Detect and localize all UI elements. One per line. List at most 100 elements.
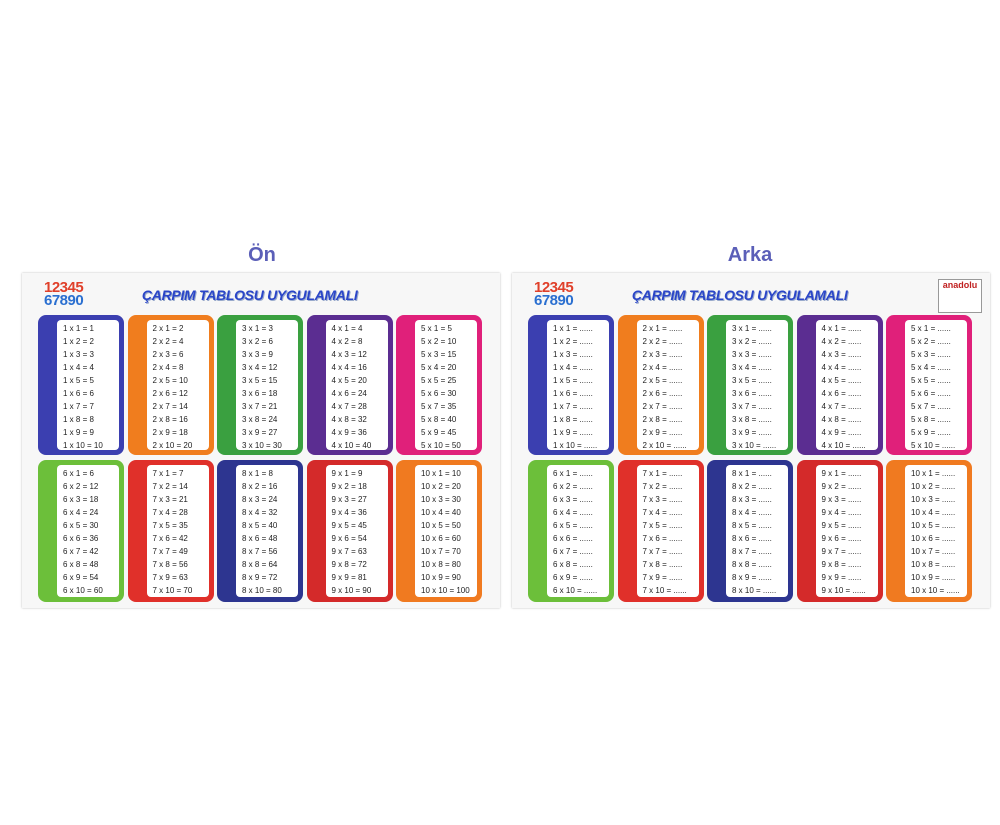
- table-row: 2 x 9 = ......: [642, 428, 683, 437]
- front-label: Ön: [248, 244, 276, 266]
- table-row: 6 x 5 = 30: [63, 521, 99, 530]
- table-row: 9 x 5 = 45: [331, 521, 367, 530]
- table-row: 8 x 7 = 56: [242, 547, 278, 556]
- table-row: 5 x 7 = 35: [421, 402, 457, 411]
- table-row: 10 x 1 = ......: [911, 469, 956, 478]
- table-row: 3 x 8 = 24: [242, 415, 278, 424]
- table-row: 9 x 7 = 63: [331, 547, 367, 556]
- table-panel: 9 x 1 = ...... 9 x 2 = ...... 9 x 3 = ....…: [796, 460, 883, 602]
- table-body: 9 x 1 = ...... 9 x 2 = ...... 9 x 3 = ....…: [815, 465, 878, 597]
- table-row: 3 x 1 = 3: [242, 324, 273, 333]
- table-row: 9 x 1 = ......: [821, 469, 862, 478]
- table-row: 7 x 2 = 14: [152, 482, 188, 491]
- brand-logo: anadolu: [938, 279, 982, 313]
- table-row: 4 x 8 = 32: [331, 415, 367, 424]
- table-row: 5 x 10 = ......: [911, 441, 956, 450]
- table-row: 5 x 9 = ......: [911, 428, 951, 437]
- table-row: 6 x 3 = 18: [63, 495, 99, 504]
- table-row: 6 x 7 = ......: [553, 547, 593, 556]
- table-row: 10 x 5 = ......: [911, 521, 956, 530]
- table-row: 1 x 6 = 6: [63, 389, 94, 398]
- table-body: 4 x 1 = 4 4 x 2 = 8 4 x 3 = 12 4 x 4 = 16 4 …: [325, 320, 388, 450]
- table-panel: 3 x 1 = ...... 3 x 2 = ...... 3 x 3 = ....…: [707, 315, 793, 455]
- table-row: 5 x 3 = 15: [421, 350, 457, 359]
- table-row: 3 x 7 = ......: [732, 402, 772, 411]
- table-row: 7 x 5 = 35: [152, 521, 188, 530]
- table-row: 1 x 1 = 1: [63, 324, 94, 333]
- table-body: 10 x 1 = ...... 10 x 2 = ...... 10 x 3 = .…: [905, 465, 967, 597]
- table-row: 6 x 6 = 36: [63, 534, 99, 543]
- table-row: 8 x 8 = 64: [242, 560, 278, 569]
- table-row: 6 x 10 = 60: [63, 586, 103, 595]
- table-row: 5 x 7 = ......: [911, 402, 951, 411]
- table-panel: 10 x 1 = ...... 10 x 2 = ...... 10 x 3 = .…: [886, 460, 972, 602]
- table-row: 1 x 8 = ......: [553, 415, 593, 424]
- table-row: 9 x 10 = 90: [331, 586, 372, 595]
- table-row: 3 x 9 = ......: [732, 428, 772, 437]
- table-row: 9 x 9 = ......: [821, 573, 862, 582]
- table-row: 5 x 5 = 25: [421, 376, 457, 385]
- table-row: 10 x 10 = 100: [421, 586, 470, 595]
- table-row: 5 x 8 = 40: [421, 415, 457, 424]
- table-row: 4 x 9 = ......: [821, 428, 862, 437]
- digits-logo: 12345 67890: [44, 280, 84, 309]
- table-row: 7 x 2 = ......: [642, 482, 683, 491]
- table-panel: 5 x 1 = 5 5 x 2 = 10 5 x 3 = 15 5 x 4 = 20 5…: [396, 315, 482, 455]
- table-row: 4 x 5 = ......: [821, 376, 862, 385]
- table-row: 1 x 9 = 9: [63, 428, 94, 437]
- table-body: 4 x 1 = ...... 4 x 2 = ...... 4 x 3 = ....…: [815, 320, 878, 450]
- table-row: 4 x 6 = ......: [821, 389, 862, 398]
- table-row: 1 x 2 = 2: [63, 337, 94, 346]
- table-row: 4 x 8 = ......: [821, 415, 862, 424]
- table-panel: 1 x 1 = ...... 1 x 2 = ...... 1 x 3 = ....…: [528, 315, 614, 455]
- table-row: 2 x 7 = 14: [152, 402, 188, 411]
- table-body: 1 x 1 = ...... 1 x 2 = ...... 1 x 3 = ....…: [547, 320, 609, 450]
- table-row: 4 x 10 = 40: [331, 441, 372, 450]
- table-panel: 10 x 1 = 10 10 x 2 = 20 10 x 3 = 30 10 x 4 …: [396, 460, 482, 602]
- table-row: 2 x 3 = ......: [642, 350, 683, 359]
- table-row: 3 x 9 = 27: [242, 428, 278, 437]
- table-row: 10 x 5 = 50: [421, 521, 461, 530]
- table-row: 6 x 3 = ......: [553, 495, 593, 504]
- table-row: 2 x 5 = ......: [642, 376, 683, 385]
- table-row: 3 x 10 = 30: [242, 441, 282, 450]
- table-row: 8 x 4 = ......: [732, 508, 772, 517]
- table-body: 5 x 1 = ...... 5 x 2 = ...... 5 x 3 = ....…: [905, 320, 967, 450]
- table-row: 3 x 2 = ......: [732, 337, 772, 346]
- table-row: 1 x 4 = ......: [553, 363, 593, 372]
- table-row: 4 x 5 = 20: [331, 376, 367, 385]
- table-body: 8 x 1 = ...... 8 x 2 = ...... 8 x 3 = ....…: [726, 465, 788, 597]
- digits-line: 67890: [534, 292, 574, 309]
- table-row: 8 x 9 = ......: [732, 573, 772, 582]
- board: 12345 67890 ÇARPIM TABLOSU UYGULAMALI 1 x 1…: [22, 273, 500, 608]
- table-row: 6 x 2 = ......: [553, 482, 593, 491]
- table-row: 8 x 4 = 32: [242, 508, 278, 517]
- table-panel: 4 x 1 = 4 4 x 2 = 8 4 x 3 = 12 4 x 4 = 16 4 …: [306, 315, 393, 455]
- table-row: 2 x 7 = ......: [642, 402, 683, 411]
- table-row: 1 x 7 = ......: [553, 402, 593, 411]
- table-row: 8 x 6 = ......: [732, 534, 772, 543]
- table-row: 1 x 3 = 3: [63, 350, 94, 359]
- table-row: 6 x 1 = ......: [553, 469, 593, 478]
- table-row: 3 x 10 = ......: [732, 441, 777, 450]
- table-row: 2 x 8 = 16: [152, 415, 188, 424]
- table-row: 7 x 1 = 7: [152, 469, 184, 478]
- table-panel: 2 x 1 = ...... 2 x 2 = ...... 2 x 3 = ....…: [617, 315, 704, 455]
- table-row: 5 x 5 = ......: [911, 376, 951, 385]
- table-body: 3 x 1 = 3 3 x 2 = 6 3 x 3 = 9 3 x 4 = 12 3 x…: [236, 320, 298, 450]
- table-row: 10 x 8 = ......: [911, 560, 956, 569]
- table-row: 10 x 8 = 80: [421, 560, 461, 569]
- table-row: 7 x 4 = 28: [152, 508, 188, 517]
- table-row: 1 x 6 = ......: [553, 389, 593, 398]
- table-panel: 7 x 1 = ...... 7 x 2 = ...... 7 x 3 = ....…: [617, 460, 704, 602]
- table-body: 3 x 1 = ...... 3 x 2 = ...... 3 x 3 = ....…: [726, 320, 788, 450]
- table-row: 2 x 6 = ......: [642, 389, 683, 398]
- table-row: 9 x 4 = 36: [331, 508, 367, 517]
- table-row: 8 x 7 = ......: [732, 547, 772, 556]
- table-row: 3 x 1 = ......: [732, 324, 772, 333]
- table-row: 1 x 10 = 10: [63, 441, 103, 450]
- table-row: 4 x 1 = ......: [821, 324, 862, 333]
- digits-line: 67890: [44, 292, 84, 309]
- table-row: 2 x 2 = 4: [152, 337, 184, 346]
- table-row: 7 x 6 = ......: [642, 534, 683, 543]
